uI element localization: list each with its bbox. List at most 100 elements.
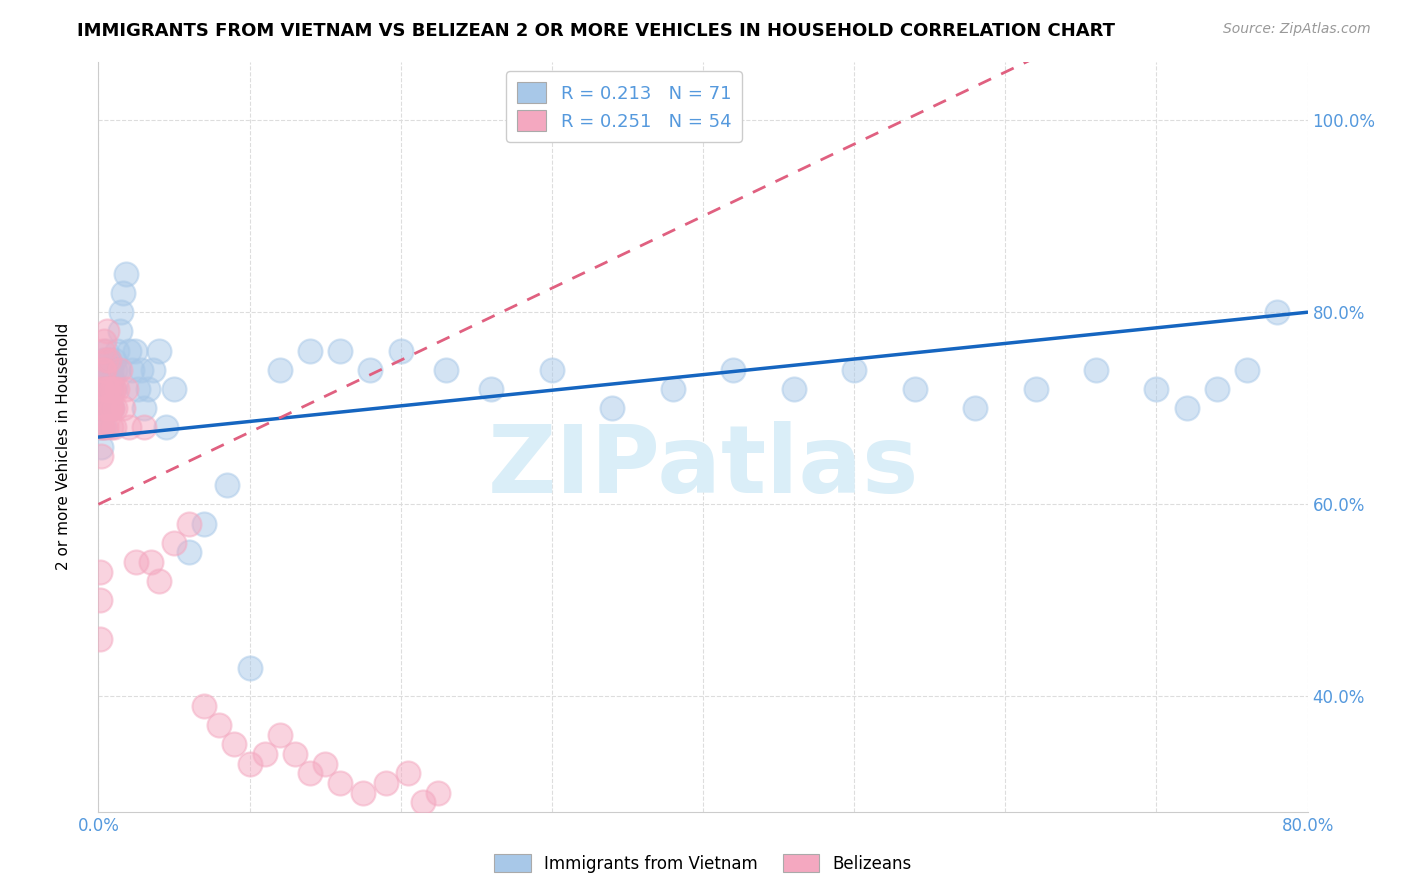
Point	[96, 382, 118, 396]
Point	[98, 382, 121, 396]
Legend: R = 0.213   N = 71, R = 0.251   N = 54: R = 0.213 N = 71, R = 0.251 N = 54	[506, 71, 742, 142]
Point	[142, 363, 165, 377]
Point	[127, 382, 149, 396]
Point	[100, 382, 122, 396]
Point	[91, 382, 114, 396]
Point	[91, 401, 114, 416]
Point	[155, 420, 177, 434]
Point	[103, 382, 125, 396]
Legend: Immigrants from Vietnam, Belizeans: Immigrants from Vietnam, Belizeans	[488, 847, 918, 880]
Point	[1206, 382, 1229, 396]
Point	[91, 363, 114, 377]
Point	[96, 382, 118, 396]
Point	[94, 343, 117, 358]
Text: Source: ZipAtlas.com: Source: ZipAtlas.com	[1223, 22, 1371, 37]
Point	[96, 401, 118, 416]
Point	[93, 372, 115, 386]
Point	[148, 343, 170, 358]
Point	[1267, 305, 1289, 319]
Point	[965, 401, 987, 416]
Point	[179, 516, 201, 531]
Point	[90, 382, 112, 396]
Point	[481, 382, 503, 396]
Point	[314, 756, 336, 771]
Point	[107, 363, 129, 377]
Point	[89, 401, 111, 416]
Point	[101, 372, 124, 386]
Point	[124, 343, 146, 358]
Point	[94, 382, 117, 396]
Point	[141, 555, 163, 569]
Point	[269, 363, 291, 377]
Point	[101, 382, 124, 396]
Point	[1144, 382, 1167, 396]
Point	[1175, 401, 1198, 416]
Point	[239, 660, 262, 674]
Point	[1085, 363, 1108, 377]
Point	[783, 382, 806, 396]
Point	[239, 756, 262, 771]
Point	[434, 363, 457, 377]
Point	[91, 343, 114, 358]
Point	[93, 392, 115, 406]
Point	[132, 420, 155, 434]
Point	[269, 728, 291, 742]
Point	[723, 363, 745, 377]
Point	[98, 353, 121, 368]
Point	[103, 353, 125, 368]
Point	[329, 343, 352, 358]
Point	[93, 363, 115, 377]
Point	[105, 382, 128, 396]
Point	[118, 420, 141, 434]
Text: 2 or more Vehicles in Household: 2 or more Vehicles in Household	[56, 322, 70, 570]
Point	[105, 343, 128, 358]
Point	[540, 363, 562, 377]
Point	[89, 632, 111, 646]
Point	[114, 382, 136, 396]
Point	[329, 776, 352, 790]
Point	[374, 776, 396, 790]
Point	[100, 363, 122, 377]
Point	[118, 343, 141, 358]
Point	[101, 401, 124, 416]
Point	[89, 565, 111, 579]
Point	[89, 420, 111, 434]
Point	[94, 353, 117, 368]
Point	[121, 363, 143, 377]
Point	[100, 401, 122, 416]
Point	[111, 401, 134, 416]
Point	[163, 535, 186, 549]
Point	[193, 699, 215, 714]
Point	[208, 718, 231, 732]
Point	[96, 363, 118, 377]
Point	[98, 353, 121, 368]
Point	[98, 401, 121, 416]
Point	[163, 382, 186, 396]
Point	[94, 420, 117, 434]
Point	[96, 325, 118, 339]
Point	[389, 343, 412, 358]
Point	[904, 382, 927, 396]
Point	[132, 401, 155, 416]
Point	[90, 420, 112, 434]
Point	[661, 382, 683, 396]
Point	[352, 785, 374, 799]
Point	[602, 401, 624, 416]
Point	[412, 795, 434, 809]
Point	[179, 545, 201, 559]
Point	[253, 747, 276, 761]
Point	[104, 363, 127, 377]
Point	[90, 382, 112, 396]
Point	[93, 334, 115, 348]
Point	[90, 363, 112, 377]
Point	[110, 305, 132, 319]
Point	[103, 382, 125, 396]
Point	[89, 593, 111, 607]
Point	[136, 382, 159, 396]
Point	[844, 363, 866, 377]
Point	[114, 267, 136, 281]
Point	[193, 516, 215, 531]
Point	[396, 766, 419, 780]
Point	[1024, 382, 1046, 396]
Text: IMMIGRANTS FROM VIETNAM VS BELIZEAN 2 OR MORE VEHICLES IN HOUSEHOLD CORRELATION : IMMIGRANTS FROM VIETNAM VS BELIZEAN 2 OR…	[77, 22, 1115, 40]
